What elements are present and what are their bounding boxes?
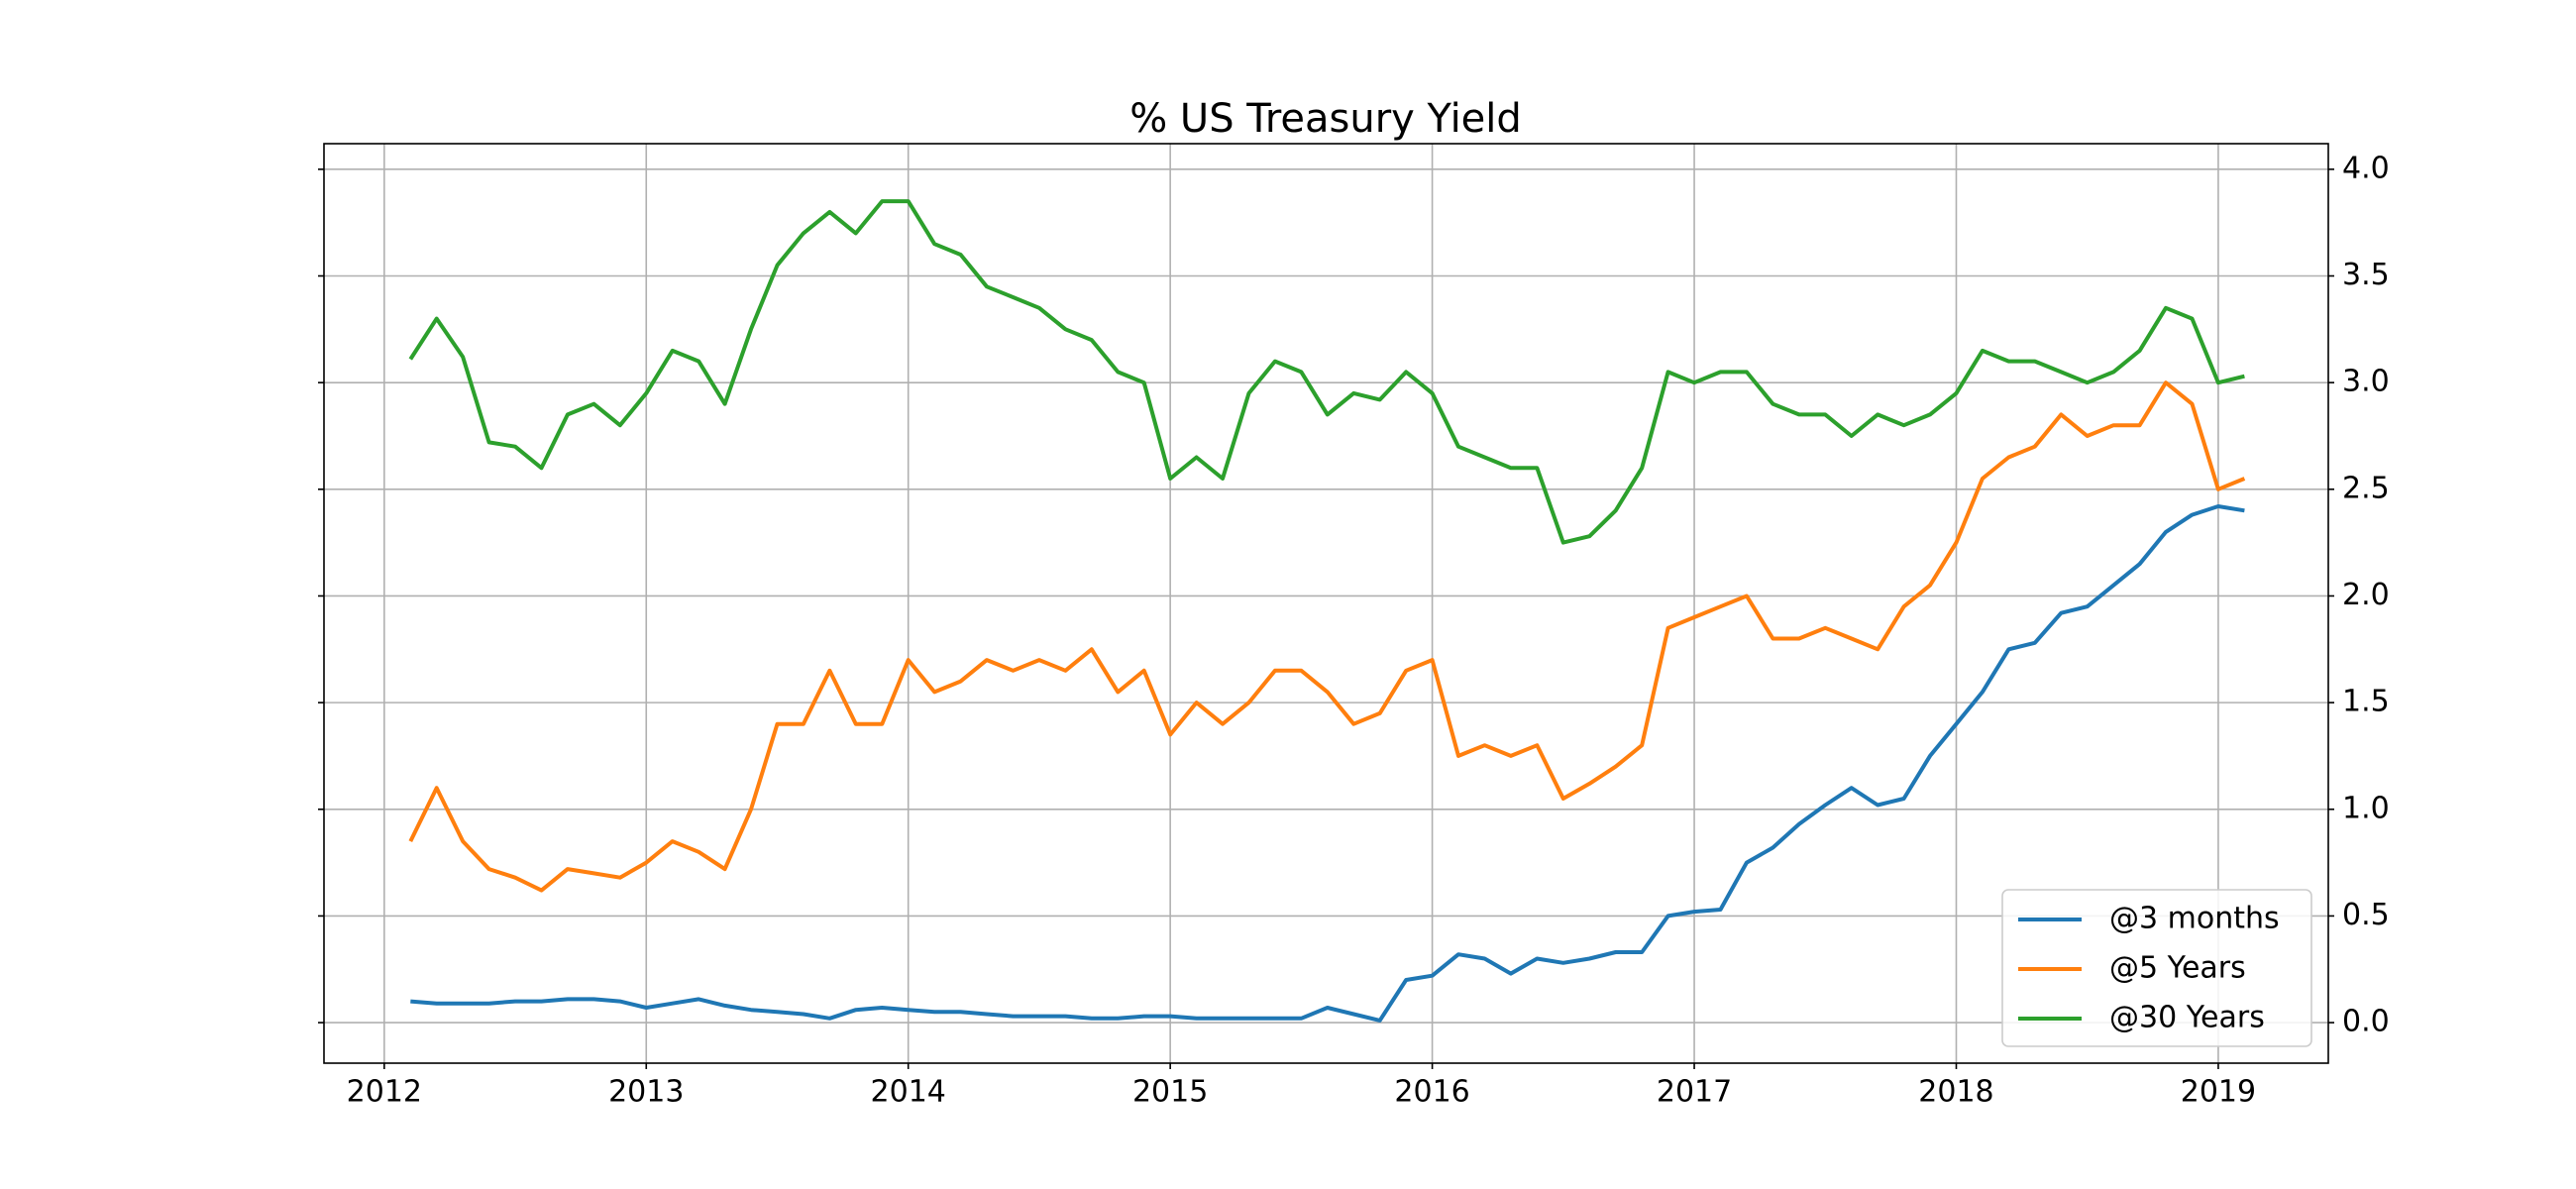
x-tick-label: 2013 [608, 1075, 684, 1110]
legend-box [2001, 889, 2312, 1047]
chart-title: % US Treasury Yield [1129, 96, 1522, 142]
y-tick-label: 2.5 [2342, 471, 2390, 505]
x-tick-label: 2018 [1918, 1075, 1993, 1110]
y-tick-label: 0.0 [2342, 1005, 2390, 1039]
y-tick-label: 3.0 [2342, 365, 2390, 399]
y-tick-label: 1.5 [2342, 685, 2390, 719]
y-tick-label: 2.0 [2342, 578, 2390, 612]
y-tick-label: 0.5 [2342, 898, 2390, 932]
legend-label: @30 Years [2109, 1001, 2265, 1035]
legend-label: @5 Years [2109, 951, 2246, 986]
legend-label: @3 months [2109, 902, 2280, 936]
series-line [408, 199, 2245, 545]
x-tick-label: 2015 [1132, 1075, 1208, 1110]
y-tick-label: 4.0 [2342, 151, 2390, 185]
y-tick-label: 3.5 [2342, 258, 2390, 292]
series-line [408, 380, 2246, 893]
y-tick-label: 1.0 [2342, 791, 2390, 825]
x-tick-label: 2017 [1657, 1075, 1732, 1110]
x-tick-label: 2016 [1394, 1075, 1469, 1110]
series-line [410, 504, 2245, 1023]
x-tick-label: 2012 [347, 1075, 422, 1110]
x-tick-label: 2019 [2181, 1075, 2256, 1110]
x-tick-label: 2014 [871, 1075, 946, 1110]
plot-frame [323, 143, 2329, 1064]
